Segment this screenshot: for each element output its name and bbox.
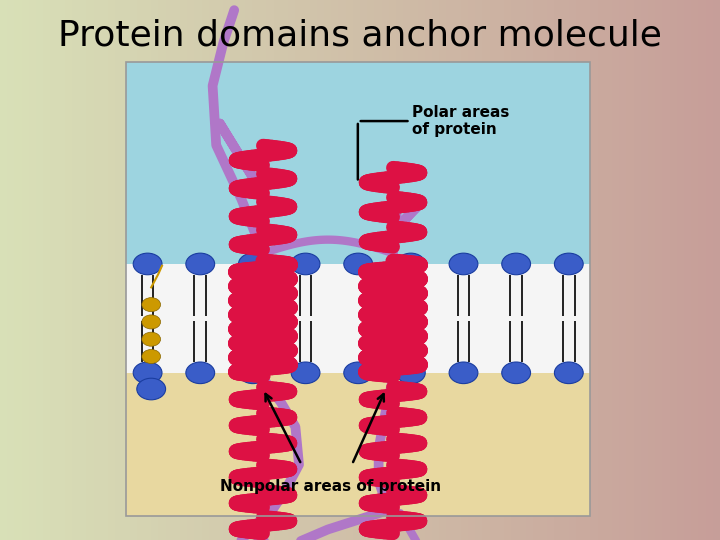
- Bar: [126, 373, 590, 516]
- Circle shape: [142, 332, 161, 346]
- Circle shape: [186, 362, 215, 383]
- Circle shape: [397, 253, 426, 275]
- Circle shape: [344, 362, 373, 383]
- Circle shape: [502, 362, 531, 383]
- Circle shape: [142, 298, 161, 312]
- Bar: [126, 264, 590, 373]
- Circle shape: [449, 253, 478, 275]
- Circle shape: [142, 349, 161, 363]
- Text: Nonpolar areas of protein: Nonpolar areas of protein: [220, 479, 441, 494]
- Circle shape: [238, 253, 267, 275]
- Circle shape: [291, 253, 320, 275]
- Circle shape: [449, 362, 478, 383]
- Circle shape: [397, 362, 426, 383]
- Bar: [126, 62, 590, 264]
- Text: Protein domains anchor molecule: Protein domains anchor molecule: [58, 18, 662, 52]
- Circle shape: [133, 362, 162, 383]
- Circle shape: [502, 253, 531, 275]
- Circle shape: [186, 253, 215, 275]
- Text: Polar areas
of protein: Polar areas of protein: [412, 105, 509, 137]
- Circle shape: [142, 315, 161, 329]
- Circle shape: [133, 253, 162, 275]
- Circle shape: [554, 362, 583, 383]
- Circle shape: [137, 378, 166, 400]
- Bar: [126, 62, 590, 516]
- Circle shape: [238, 362, 267, 383]
- Circle shape: [554, 253, 583, 275]
- Circle shape: [291, 362, 320, 383]
- Circle shape: [344, 253, 373, 275]
